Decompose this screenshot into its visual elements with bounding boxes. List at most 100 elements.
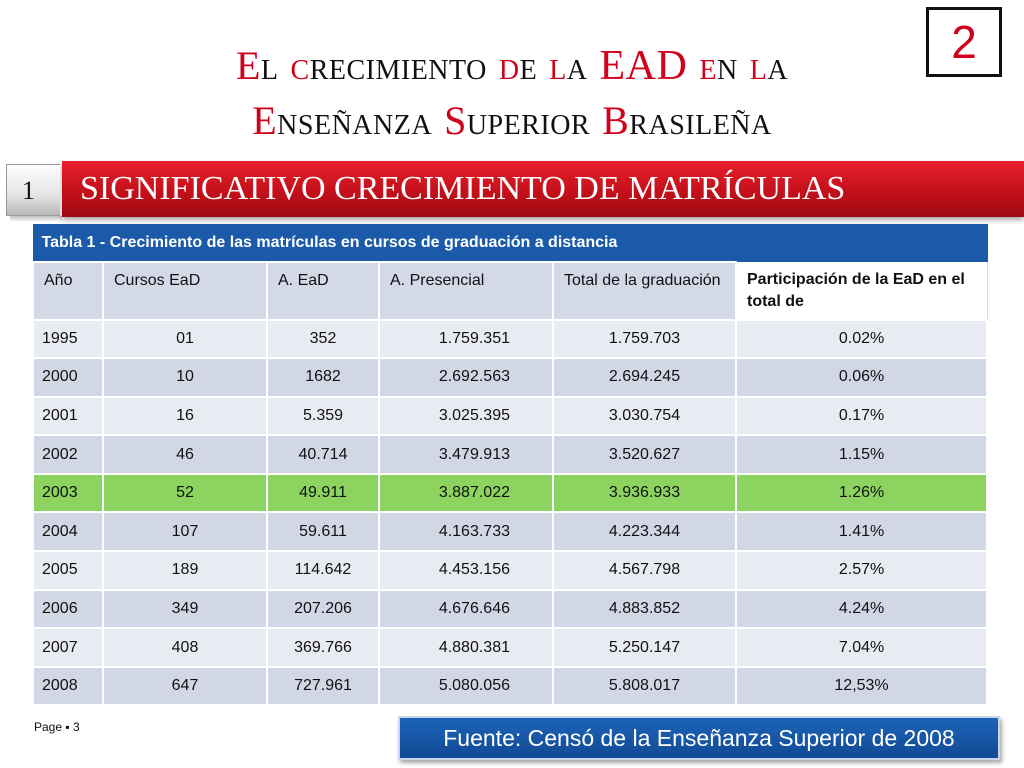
slide-title-line-1: El crecimiento de la EAD en la (0, 42, 1024, 90)
cell-alumnos-ead: 5.359 (266, 395, 380, 437)
title-word-initial: c (290, 43, 310, 88)
cell-alumnos-ead: 114.642 (266, 550, 380, 591)
title-ead-word: EAD (599, 43, 688, 89)
cell-alumnos-ead: 352 (266, 318, 380, 360)
header-alumnos-presencial: A. Presencial (378, 260, 554, 321)
cell-year: 2002 (32, 434, 104, 475)
section-banner: SIGNIFICATIVO CRECIMIENTO DE MATRÍCULAS (62, 161, 1024, 217)
cell-year: 2001 (32, 395, 104, 437)
title-word-rest: nseñanza (277, 98, 433, 143)
cell-cursos-ead: 107 (102, 511, 268, 553)
cell-alumnos-presencial: 2.692.563 (378, 357, 554, 398)
cell-participacion-ead: 2.57% (734, 550, 989, 591)
table-row: 2000 10 1682 2.692.563 2.694.245 0.06% (32, 357, 989, 398)
cell-participacion-ead: 7.04% (734, 627, 989, 668)
title-word-initial: E (235, 43, 261, 88)
cell-total-graduacion: 4.883.852 (552, 588, 737, 630)
table-row: 2001 16 5.359 3.025.395 3.030.754 0.17% (32, 395, 989, 437)
cell-total-graduacion: 3.520.627 (552, 434, 737, 475)
title-word-initial: l (749, 43, 768, 88)
cell-cursos-ead: 408 (102, 627, 268, 668)
cell-alumnos-presencial: 3.025.395 (378, 395, 554, 437)
cell-year: 2004 (32, 511, 104, 553)
cell-year: 2005 (32, 550, 104, 591)
section-number-badge (6, 164, 60, 216)
title-word-rest: a (566, 43, 588, 88)
title-word-rest: n (716, 43, 738, 88)
cell-alumnos-ead: 369.766 (266, 627, 380, 668)
title-word: de (499, 43, 537, 88)
cell-total-graduacion: 4.567.798 (552, 550, 737, 591)
cell-year: 1995 (32, 318, 104, 360)
section-number: 1 (22, 176, 35, 205)
cell-alumnos-presencial: 4.676.646 (378, 588, 554, 630)
cell-participacion-ead: 1.15% (734, 434, 989, 475)
table-row: 2005 189 114.642 4.453.156 4.567.798 2.57% (32, 550, 989, 591)
cell-total-graduacion: 5.808.017 (552, 665, 737, 707)
title-word: Superior (444, 98, 590, 143)
cell-year: 2007 (32, 627, 104, 668)
cell-alumnos-presencial: 5.080.056 (378, 665, 554, 707)
cell-alumnos-ead: 1682 (266, 357, 380, 398)
table-row: 1995 01 352 1.759.351 1.759.703 0.02% (32, 318, 989, 360)
table-caption: Tabla 1 - Crecimiento de las matrículas … (32, 224, 988, 262)
slide-title-line-2: Enseñanza Superior Brasileña (0, 97, 1024, 145)
cell-total-graduacion: 2.694.245 (552, 357, 737, 398)
table-row: 2003 52 49.911 3.887.022 3.936.933 1.26% (32, 472, 989, 514)
title-word: El (236, 43, 279, 88)
cell-year: 2006 (32, 588, 104, 630)
cell-total-graduacion: 4.223.344 (552, 511, 737, 553)
title-word-rest: l (260, 43, 279, 88)
title-word-initial: l (549, 43, 567, 88)
cell-alumnos-presencial: 3.887.022 (378, 472, 554, 514)
table-header-row: Año Cursos EaD A. EaD A. Presencial Tota… (32, 260, 988, 321)
cell-cursos-ead: 46 (102, 434, 268, 475)
cell-alumnos-ead: 207.206 (266, 588, 380, 630)
cell-participacion-ead: 0.02% (734, 318, 989, 360)
title-word-rest: a (767, 43, 789, 88)
section-title: SIGNIFICATIVO CRECIMIENTO DE MATRÍCULAS (80, 170, 846, 207)
cell-cursos-ead: 10 (102, 357, 268, 398)
cell-cursos-ead: 01 (102, 318, 268, 360)
title-word: la (549, 43, 587, 88)
cell-alumnos-ead: 49.911 (266, 472, 380, 514)
page-label: Page ▪ 3 (34, 720, 80, 734)
cell-total-graduacion: 5.250.147 (552, 627, 737, 668)
cell-participacion-ead: 1.41% (734, 511, 989, 553)
title-word-initial: B (602, 98, 630, 143)
cell-participacion-ead: 0.17% (734, 395, 989, 437)
badge-shadow (10, 216, 62, 222)
title-word-initial: S (444, 98, 467, 143)
cell-participacion-ead: 0.06% (734, 357, 989, 398)
cell-cursos-ead: 52 (102, 472, 268, 514)
cell-alumnos-presencial: 4.163.733 (378, 511, 554, 553)
title-word-rest: uperior (466, 98, 591, 143)
cell-alumnos-presencial: 1.759.351 (378, 318, 554, 360)
cell-participacion-ead: 1.26% (734, 472, 989, 514)
title-word: EAD (599, 43, 688, 89)
title-word-initial: e (699, 43, 717, 88)
header-cursos-ead: Cursos EaD (102, 260, 268, 321)
enrollment-table-container: Tabla 1 - Crecimiento de las matrículas … (32, 224, 989, 707)
title-word: Enseñanza (252, 98, 432, 143)
source-note: Fuente: Censó de la Enseñanza Superior d… (398, 716, 1000, 760)
slide-number-box: 2 (926, 7, 1002, 77)
title-word: en (699, 43, 737, 88)
table-row: 2002 46 40.714 3.479.913 3.520.627 1.15% (32, 434, 989, 475)
header-participacion-ead: Participación de la EaD en el total de (735, 261, 988, 320)
cell-total-graduacion: 3.030.754 (552, 395, 737, 437)
header-total-graduacion: Total de la graduación (552, 260, 737, 321)
title-word-rest: e (519, 43, 538, 88)
cell-alumnos-ead: 727.961 (266, 665, 380, 707)
table-row: 2006 349 207.206 4.676.646 4.883.852 4.24% (32, 588, 989, 630)
cell-year: 2003 (32, 472, 104, 514)
table-row: 2007 408 369.766 4.880.381 5.250.147 7.04% (32, 627, 989, 668)
cell-participacion-ead: 12,53% (734, 665, 989, 707)
cell-alumnos-presencial: 4.453.156 (378, 550, 554, 591)
cell-year: 2008 (32, 665, 104, 707)
title-word-initial: E (252, 98, 278, 143)
header-year: Año (32, 260, 104, 321)
title-word-rest: rasileña (629, 98, 772, 143)
title-word: la (750, 43, 788, 88)
